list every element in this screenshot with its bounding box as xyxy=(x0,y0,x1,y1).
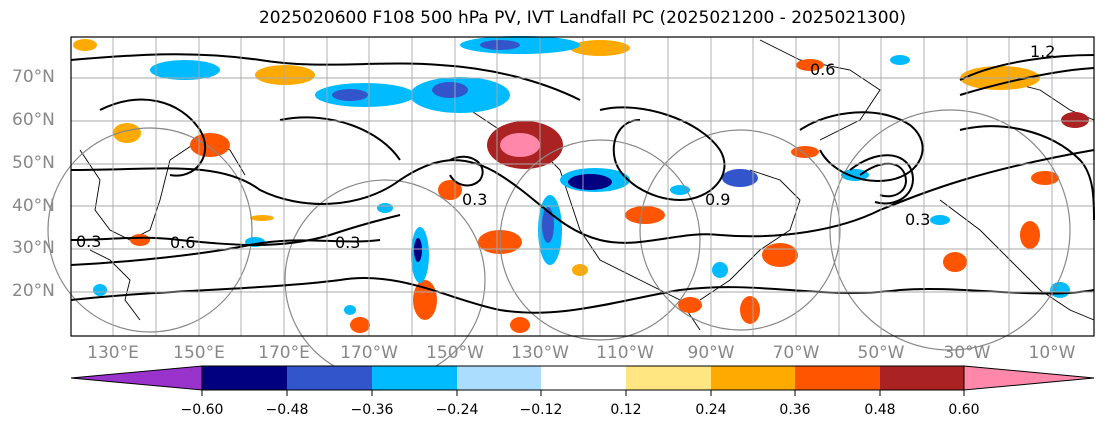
contour-label: 0.6 xyxy=(810,60,835,79)
colorbar-swatch xyxy=(287,366,372,390)
contour-labels: 1.2 0.6 0.3 0.3 0.6 0.3 0.3 0.9 xyxy=(76,42,1055,252)
colorbar-swatch xyxy=(626,366,711,390)
contour-label: 0.3 xyxy=(76,232,101,251)
colorbar-swatch xyxy=(541,366,626,390)
colorbar-tick-label: −0.12 xyxy=(519,402,563,418)
map-border xyxy=(70,36,1095,337)
contour-label: 0.3 xyxy=(462,190,487,209)
colorbar-tick-label: −0.36 xyxy=(350,402,394,418)
lat-label: 40°N xyxy=(12,196,55,216)
colorbar-tick-label: −0.24 xyxy=(435,402,479,418)
lat-label: 30°N xyxy=(12,238,55,258)
lon-label: 130°W xyxy=(511,343,569,363)
lat-label: 20°N xyxy=(12,281,55,301)
colorbar-tick-label: 0.24 xyxy=(695,402,727,418)
lat-label: 70°N xyxy=(12,67,55,87)
colorbar-swatch xyxy=(372,366,457,390)
contour-label: 0.6 xyxy=(170,233,195,252)
colorbar-tick-label: −0.48 xyxy=(265,402,309,418)
colorbar-tick-label: 0.12 xyxy=(610,402,642,418)
colorbar-swatch xyxy=(202,366,287,390)
lon-label: 30°W xyxy=(943,343,991,363)
lon-label: 70°W xyxy=(772,343,820,363)
lon-label: 10°W xyxy=(1028,343,1076,363)
contour-label: 0.9 xyxy=(705,190,730,209)
colorbar-swatch xyxy=(70,365,203,391)
colorbar-tick-label: 0.60 xyxy=(948,402,980,418)
contour-label: 0.3 xyxy=(905,210,930,229)
colorbar-swatch xyxy=(880,366,964,390)
lon-label: 110°W xyxy=(596,343,654,363)
colorbar-tick-label: 0.36 xyxy=(779,402,811,418)
lon-label: 170°E xyxy=(258,343,310,363)
contour-label: 0.3 xyxy=(335,233,360,252)
colorbar-tick-label: −0.60 xyxy=(180,402,224,418)
lon-label: 150°E xyxy=(173,343,225,363)
lon-label: 130°E xyxy=(87,343,139,363)
colorbar-swatch xyxy=(963,365,1095,391)
lon-label: 150°W xyxy=(426,343,484,363)
lon-label: 170°W xyxy=(340,343,398,363)
colorbar-swatch xyxy=(711,366,795,390)
lat-label: 50°N xyxy=(12,153,55,173)
lon-label: 50°W xyxy=(857,343,905,363)
colorbar-tick-label: 0.48 xyxy=(864,402,896,418)
contour-label: 1.2 xyxy=(1030,42,1055,61)
colorbar-swatch xyxy=(457,366,541,390)
lon-label: 90°W xyxy=(687,343,735,363)
lat-label: 60°N xyxy=(12,110,55,130)
pv-contours xyxy=(70,53,1095,314)
ivt-anomaly-fill xyxy=(73,36,1089,333)
colorbar-swatch xyxy=(795,366,880,390)
graticule xyxy=(71,37,1094,336)
map-title: 2025020600 F108 500 hPa PV, IVT Landfall… xyxy=(258,8,906,28)
colorbar xyxy=(70,365,1095,396)
